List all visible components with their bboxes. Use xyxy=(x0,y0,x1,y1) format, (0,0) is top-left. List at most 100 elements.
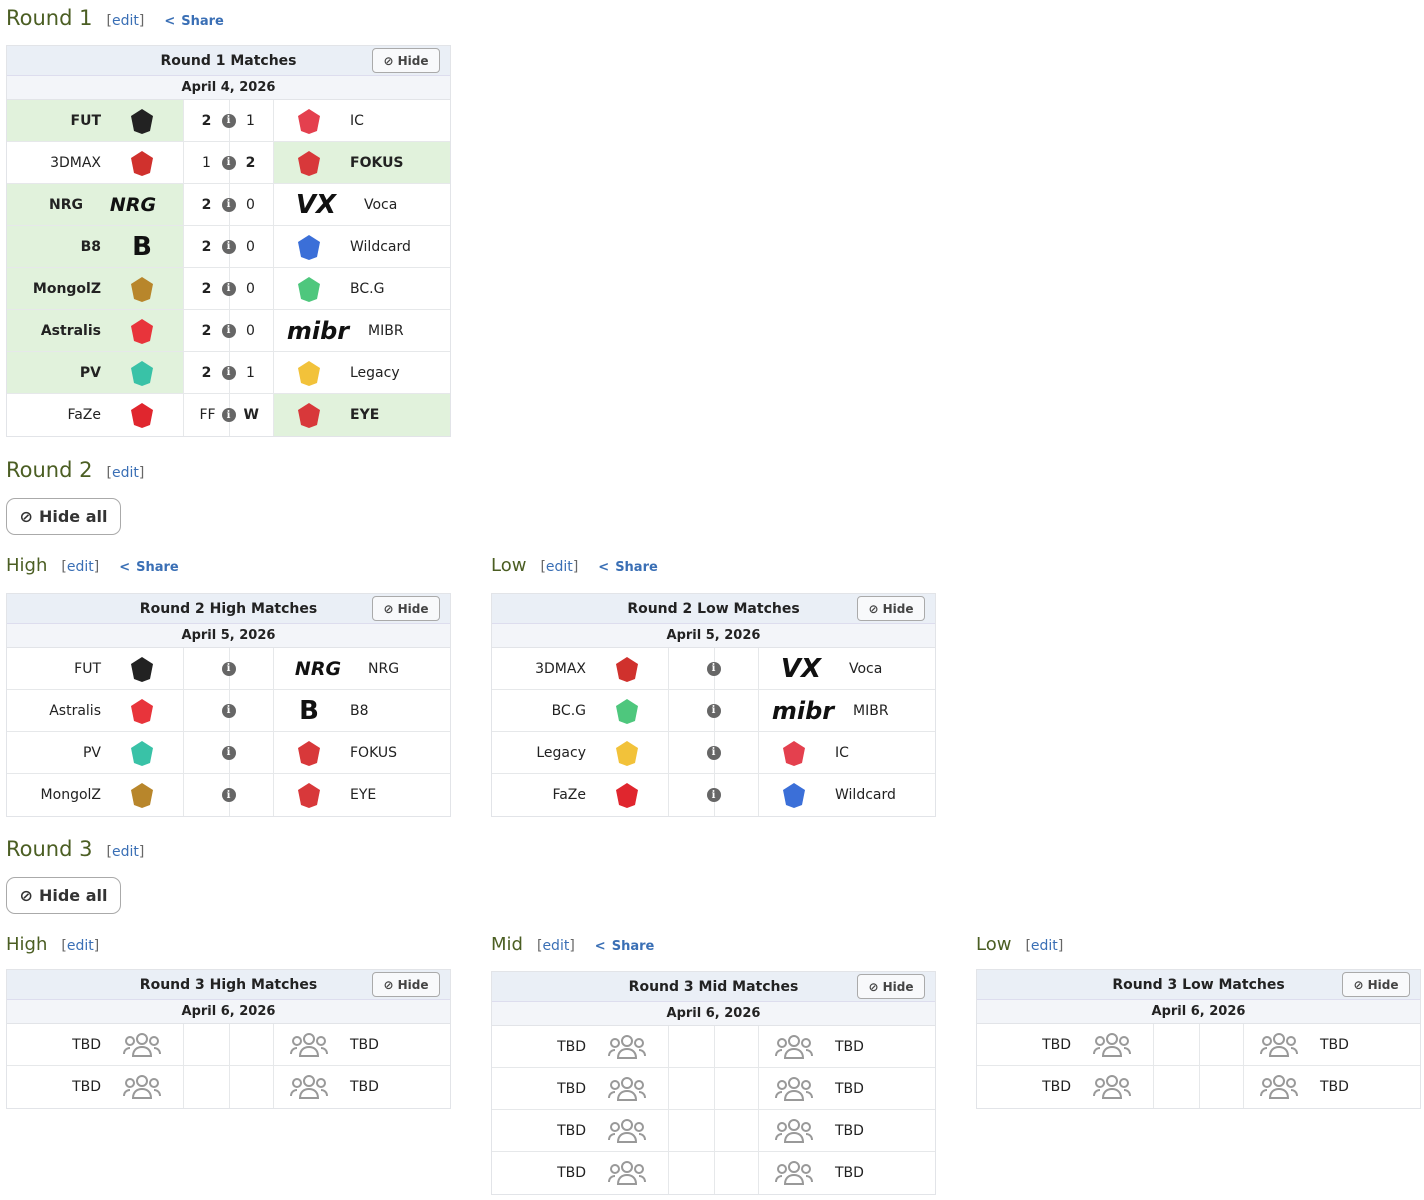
right-team-name[interactable]: IC xyxy=(835,744,849,761)
round2-edit-link[interactable]: [edit] xyxy=(106,465,145,481)
left-team-name[interactable]: B8 xyxy=(80,238,101,255)
left-team-cell[interactable]: B8 B xyxy=(7,226,184,267)
right-team-name[interactable]: MIBR xyxy=(853,702,889,719)
right-team-name[interactable]: FOKUS xyxy=(350,744,398,761)
left-team-name[interactable]: MongolZ xyxy=(40,787,101,803)
edit-label[interactable]: edit xyxy=(111,844,139,860)
left-team-name[interactable]: PV xyxy=(82,744,101,761)
round1-share-link[interactable]: < Share xyxy=(164,14,224,29)
match-row[interactable]: TBD TBD xyxy=(7,1066,450,1108)
right-team-cell[interactable]: mibr MIBR xyxy=(759,690,935,731)
info-icon[interactable]: i xyxy=(221,703,236,718)
right-team-name[interactable]: TBD xyxy=(835,1122,864,1139)
left-team-cell[interactable]: TBD xyxy=(7,1024,184,1065)
hide-label[interactable]: Hide xyxy=(882,979,914,994)
left-team-name[interactable]: FUT xyxy=(74,660,101,677)
left-team-name[interactable]: Astralis xyxy=(49,702,101,719)
right-team-name[interactable]: MIBR xyxy=(368,322,404,339)
right-team-name[interactable]: Wildcard xyxy=(835,787,896,803)
match-row[interactable]: TBD TBD xyxy=(7,1024,450,1066)
left-team-name[interactable]: TBD xyxy=(557,1080,586,1097)
left-team-cell[interactable]: BC.G xyxy=(492,690,669,731)
hide-all-label[interactable]: Hide all xyxy=(38,507,108,526)
right-team-cell[interactable]: TBD xyxy=(759,1152,935,1194)
right-team-cell[interactable]: VX Voca xyxy=(759,648,935,689)
left-team-name[interactable]: FUT xyxy=(70,112,101,129)
match-row[interactable]: BC.G i mibr MIBR xyxy=(492,690,935,732)
edit-label[interactable]: edit xyxy=(111,13,139,29)
right-team-name[interactable]: TBD xyxy=(835,1080,864,1097)
info-icon[interactable]: i xyxy=(221,281,236,296)
left-team-name[interactable]: TBD xyxy=(557,1165,586,1181)
right-team-cell[interactable]: Wildcard xyxy=(274,226,450,267)
hide-button[interactable]: ⊘ Hide xyxy=(372,48,440,73)
left-team-cell[interactable]: TBD xyxy=(492,1110,669,1151)
left-team-cell[interactable]: TBD xyxy=(7,1066,184,1108)
left-team-name[interactable]: FaZe xyxy=(552,787,586,803)
right-team-name[interactable]: Voca xyxy=(364,196,398,213)
right-team-cell[interactable]: TBD xyxy=(759,1110,935,1151)
match-row[interactable]: TBD TBD xyxy=(977,1024,1420,1066)
left-team-cell[interactable]: 3DMAX xyxy=(492,648,669,689)
left-team-cell[interactable]: Astralis xyxy=(7,310,184,351)
left-team-cell[interactable]: TBD xyxy=(492,1068,669,1109)
right-team-cell[interactable]: TBD xyxy=(759,1068,935,1109)
right-team-name[interactable]: TBD xyxy=(835,1038,864,1055)
right-team-name[interactable]: NRG xyxy=(368,660,400,677)
hide-label[interactable]: Hide xyxy=(1367,977,1399,992)
left-team-name[interactable]: Legacy xyxy=(536,744,586,761)
left-team-name[interactable]: TBD xyxy=(557,1122,586,1139)
share-label[interactable]: Share xyxy=(611,939,655,954)
right-team-name[interactable]: TBD xyxy=(1320,1079,1349,1095)
edit-label[interactable]: edit xyxy=(111,465,139,481)
match-row[interactable]: MongolZ 2 i 0 BC.G xyxy=(7,268,450,310)
info-icon[interactable]: i xyxy=(221,408,236,422)
match-row[interactable]: FaZe i Wildcard xyxy=(492,774,935,816)
share-label[interactable]: Share xyxy=(615,560,658,575)
round2-high-edit-link[interactable]: [edit] xyxy=(61,559,100,575)
match-row[interactable]: Astralis 2 i 0 mibr MIBR xyxy=(7,310,450,352)
match-row[interactable]: 3DMAX 1 i 2 FOKUS xyxy=(7,142,450,184)
info-icon[interactable]: i xyxy=(221,113,236,128)
hide-all-label[interactable]: Hide all xyxy=(38,886,108,905)
info-icon[interactable]: i xyxy=(221,323,236,338)
edit-label[interactable]: edit xyxy=(542,938,570,954)
info-icon[interactable]: i xyxy=(706,788,721,802)
left-team-cell[interactable]: FUT xyxy=(7,100,184,141)
left-team-cell[interactable]: Astralis xyxy=(7,690,184,731)
info-icon[interactable]: i xyxy=(221,155,236,170)
match-row[interactable]: 3DMAX i VX Voca xyxy=(492,648,935,690)
round3-hide-all-button[interactable]: ⊘ Hide all xyxy=(6,877,121,914)
edit-label[interactable]: edit xyxy=(66,559,94,575)
round3-high-edit-link[interactable]: [edit] xyxy=(61,938,100,954)
right-team-cell[interactable]: TBD xyxy=(274,1066,450,1108)
right-team-cell[interactable]: TBD xyxy=(759,1026,935,1067)
left-team-cell[interactable]: NRG NRG xyxy=(7,184,184,225)
left-team-cell[interactable]: TBD xyxy=(977,1024,1154,1065)
round2-hide-all-button[interactable]: ⊘ Hide all xyxy=(6,498,121,535)
edit-label[interactable]: edit xyxy=(66,938,94,954)
left-team-cell[interactable]: PV xyxy=(7,352,184,393)
match-row[interactable]: FUT i NRG NRG xyxy=(7,648,450,690)
info-icon[interactable]: i xyxy=(706,661,721,676)
left-team-name[interactable]: BC.G xyxy=(551,702,586,719)
left-team-cell[interactable]: MongolZ xyxy=(7,268,184,309)
match-row[interactable]: PV 2 i 1 Legacy xyxy=(7,352,450,394)
right-team-cell[interactable]: TBD xyxy=(1244,1066,1420,1108)
edit-label[interactable]: edit xyxy=(545,559,573,575)
right-team-name[interactable]: IC xyxy=(350,112,364,129)
info-icon[interactable]: i xyxy=(221,197,236,212)
round2-low-share-link[interactable]: < Share xyxy=(598,560,658,575)
hide-button[interactable]: ⊘ Hide xyxy=(372,972,440,997)
left-team-cell[interactable]: 3DMAX xyxy=(7,142,184,183)
left-team-cell[interactable]: FaZe xyxy=(7,394,184,436)
left-team-name[interactable]: Astralis xyxy=(40,322,101,339)
hide-label[interactable]: Hide xyxy=(397,601,429,616)
hide-button[interactable]: ⊘ Hide xyxy=(1342,972,1410,997)
right-team-cell[interactable]: mibr MIBR xyxy=(274,310,450,351)
left-team-name[interactable]: TBD xyxy=(1042,1079,1071,1095)
match-row[interactable]: PV i FOKUS xyxy=(7,732,450,774)
right-team-name[interactable]: BC.G xyxy=(350,280,385,297)
left-team-cell[interactable]: PV xyxy=(7,732,184,773)
match-row[interactable]: Legacy i IC xyxy=(492,732,935,774)
